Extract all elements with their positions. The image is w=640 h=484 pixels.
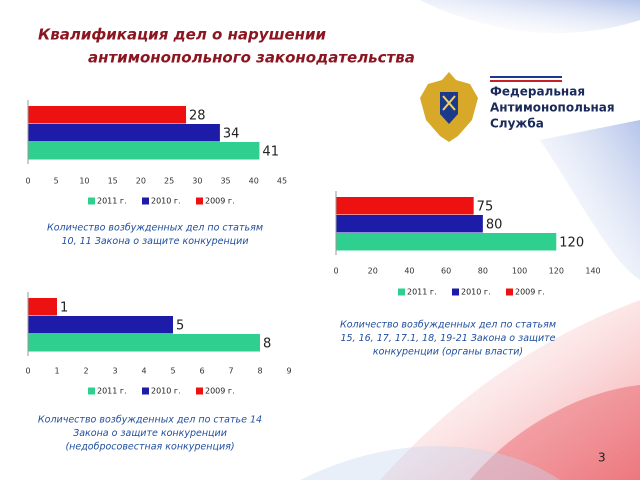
x-tick-label: 20 (368, 267, 378, 276)
x-tick-label: 140 (585, 267, 600, 276)
caption: (недобросовестная конкуренция) (65, 442, 234, 453)
logo-text: Федеральная (490, 85, 585, 99)
legend-swatch (88, 197, 95, 205)
caption: Закона о защите конкуренции (73, 428, 227, 439)
title-line: антимонопольного законодательства (88, 49, 415, 67)
legend-label: 2011 г. (97, 387, 127, 396)
legend-swatch (88, 387, 95, 395)
data-label: 80 (486, 218, 503, 233)
x-tick-label: 0 (25, 177, 30, 186)
data-label: 41 (262, 145, 279, 160)
data-label: 28 (189, 109, 206, 124)
legend-label: 2010 г. (151, 197, 181, 206)
x-tick-label: 15 (108, 177, 118, 186)
title-line: Квалификация дел о нарушении (38, 26, 327, 44)
x-tick-label: 120 (549, 267, 564, 276)
x-tick-label: 9 (286, 367, 291, 376)
legend-label: 2009 г. (205, 197, 235, 206)
caption: Количество возбужденных дел по статье 14 (38, 415, 262, 426)
x-tick-label: 35 (220, 177, 230, 186)
legend-swatch (196, 387, 203, 395)
x-tick-label: 3 (112, 367, 117, 376)
bar (28, 142, 260, 160)
data-label: 120 (559, 236, 584, 251)
bar (336, 215, 483, 233)
x-tick-label: 5 (170, 367, 175, 376)
bar (336, 197, 474, 215)
x-tick-label: 100 (512, 267, 527, 276)
caption: 10, 11 Закона о защите конкуренции (62, 236, 249, 247)
x-tick-label: 5 (54, 177, 59, 186)
legend-label: 2010 г. (461, 288, 491, 297)
data-label: 5 (176, 319, 184, 334)
bar (28, 334, 260, 352)
caption: Количество возбужденных дел по статьям (340, 320, 556, 331)
x-tick-label: 80 (478, 267, 488, 276)
legend-swatch (142, 387, 149, 395)
x-tick-label: 25 (164, 177, 174, 186)
x-tick-label: 7 (228, 367, 233, 376)
bar (28, 124, 220, 142)
legend-swatch (196, 197, 203, 205)
x-tick-label: 20 (136, 177, 146, 186)
x-tick-label: 40 (404, 267, 414, 276)
legend-swatch (506, 288, 513, 296)
data-label: 1 (60, 301, 68, 316)
x-tick-label: 4 (141, 367, 146, 376)
logo-text: Служба (490, 117, 544, 131)
data-label: 75 (477, 200, 494, 215)
data-label: 34 (223, 127, 240, 142)
bar (28, 106, 187, 124)
legend-label: 2009 г. (515, 288, 545, 297)
bar (336, 233, 557, 251)
legend-swatch (452, 288, 459, 296)
bar (28, 298, 57, 316)
x-tick-label: 0 (25, 367, 30, 376)
x-tick-label: 0 (333, 267, 338, 276)
legend-label: 2009 г. (205, 387, 235, 396)
caption: Количество возбужденных дел по статьям (47, 223, 263, 234)
legend-label: 2011 г. (97, 197, 127, 206)
legend-swatch (142, 197, 149, 205)
title: Квалификация дел о нарушении антимонопол… (38, 26, 415, 67)
x-tick-label: 40 (249, 177, 259, 186)
caption: конкуренции (органы власти) (373, 347, 523, 358)
x-tick-label: 1 (54, 367, 59, 376)
logo: Федеральная Антимонопольная Служба (420, 72, 615, 142)
x-tick-label: 8 (257, 367, 262, 376)
x-tick-label: 10 (79, 177, 89, 186)
background-decoration (300, 0, 640, 480)
logo-text: Антимонопольная (490, 101, 615, 115)
page-number: 3 (598, 451, 606, 465)
x-tick-label: 60 (441, 267, 451, 276)
data-label: 8 (263, 337, 271, 352)
x-tick-label: 2 (83, 367, 88, 376)
legend-swatch (398, 288, 405, 296)
legend-label: 2011 г. (407, 288, 437, 297)
x-tick-label: 45 (277, 177, 287, 186)
legend-label: 2010 г. (151, 387, 181, 396)
x-tick-label: 30 (192, 177, 202, 186)
caption: 15, 16, 17, 17.1, 18, 19-21 Закона о защ… (340, 333, 555, 344)
x-tick-label: 6 (199, 367, 204, 376)
bar (28, 316, 173, 334)
